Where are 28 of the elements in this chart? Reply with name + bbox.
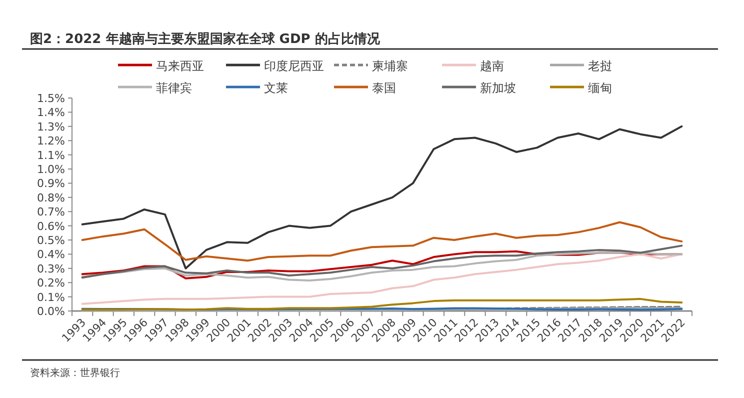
y-tick-label: 0.6% bbox=[37, 220, 65, 233]
y-tick-label: 1.5% bbox=[37, 92, 65, 105]
y-tick-label: 1.1% bbox=[37, 148, 65, 162]
y-tick-label: 0.2% bbox=[37, 276, 65, 290]
legend-label: 柬埔寨 bbox=[372, 59, 408, 73]
text: 资料来源：世界银行 bbox=[30, 367, 120, 379]
y-tick-label: 1.3% bbox=[37, 120, 65, 134]
legend-label: 菲律宾 bbox=[156, 81, 192, 95]
legend-label: 越南 bbox=[480, 59, 504, 73]
legend-label: 新加坡 bbox=[480, 81, 516, 95]
y-tick-label: 1.0% bbox=[37, 163, 65, 176]
y-tick-label: 0.3% bbox=[37, 262, 65, 276]
chart-title: 图2：2022 年越南与主要东盟国家在全球 GDP 的占比情况 bbox=[30, 31, 381, 47]
legend-label: 老挝 bbox=[588, 59, 612, 73]
legend-label: 印度尼西亚 bbox=[264, 59, 324, 73]
y-tick-label: 0.4% bbox=[37, 248, 65, 262]
legend-label: 马来西亚 bbox=[156, 59, 204, 73]
legend-label: 泰国 bbox=[372, 81, 396, 95]
y-tick-label: 0.9% bbox=[37, 177, 65, 190]
y-tick-label: 0.1% bbox=[37, 290, 65, 304]
y-tick-label: 1.2% bbox=[37, 134, 65, 148]
legend-label: 文莱 bbox=[264, 81, 288, 95]
y-tick-label: 0.8% bbox=[37, 191, 65, 204]
y-tick-label: 1.4% bbox=[37, 106, 65, 120]
y-tick-label: 0.0% bbox=[37, 305, 65, 318]
legend-label: 缅甸 bbox=[588, 81, 612, 95]
y-tick-label: 0.7% bbox=[37, 206, 65, 219]
y-tick-label: 0.5% bbox=[37, 234, 65, 247]
